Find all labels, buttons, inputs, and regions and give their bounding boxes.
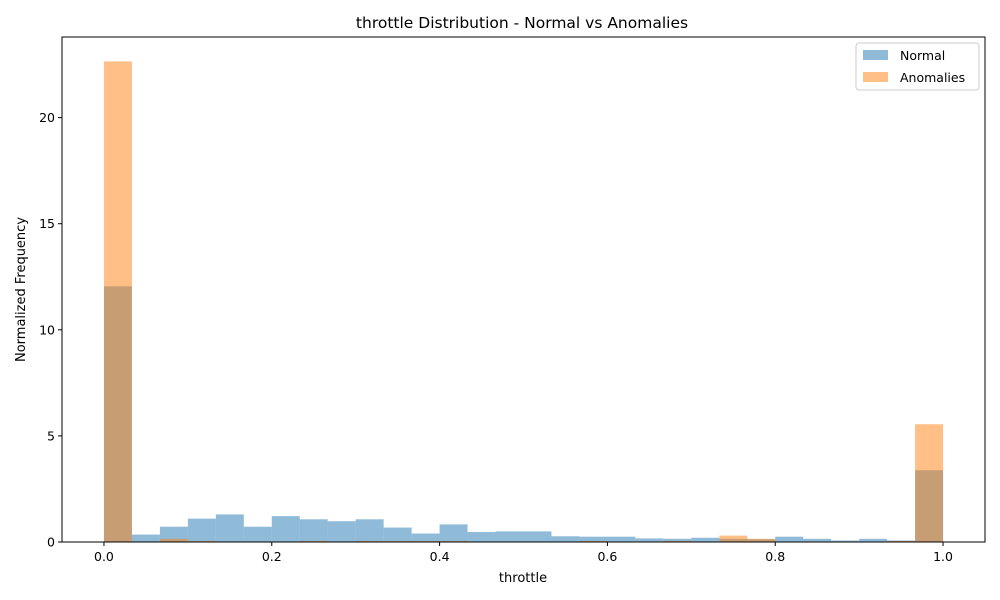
x-tick-label: 0.2	[262, 549, 282, 564]
x-axis-label: throttle	[499, 571, 547, 586]
normal-bar-24	[775, 536, 804, 542]
anomalies-bar-9	[355, 540, 384, 542]
normal-bar-19	[635, 538, 664, 542]
anomalies-bar-29	[915, 424, 944, 542]
y-axis-ticks: 0 5 10 15 20	[39, 110, 62, 550]
y-tick-label: 10	[39, 322, 55, 337]
anomalies-bar-17	[579, 540, 608, 542]
x-tick-label: 0.4	[430, 549, 450, 564]
legend-label-normal: Normal	[900, 48, 945, 63]
anomalies-bar-20	[663, 540, 692, 542]
legend: Normal Anomalies	[855, 42, 980, 91]
normal-bar-27	[859, 538, 888, 542]
anomalies-bar-22	[719, 535, 748, 542]
normal-bar-15	[523, 531, 552, 542]
normal-bar-18	[607, 536, 636, 542]
anomalies-bar-23	[747, 538, 776, 542]
y-tick-label: 15	[39, 216, 55, 231]
anomalies-bar-12	[439, 540, 468, 542]
x-tick-label: 0.8	[765, 549, 785, 564]
normal-bar-1	[131, 534, 160, 542]
normal-series-bars	[103, 286, 944, 542]
normal-bar-5	[243, 526, 272, 542]
normal-bar-17	[579, 536, 608, 542]
anomalies-bar-7	[299, 540, 328, 542]
anomalies-bar-11	[411, 540, 440, 542]
normal-bar-3	[187, 518, 216, 542]
normal-bar-11	[411, 533, 440, 542]
normal-bar-26	[831, 540, 860, 542]
y-axis-label: Normalized Frequency	[14, 217, 29, 362]
x-axis-ticks: 0.0 0.2 0.4 0.6 0.8 1.0	[94, 542, 953, 564]
anomalies-bar-10	[383, 540, 412, 542]
normal-bar-2	[159, 526, 188, 542]
legend-label-anomalies: Anomalies	[900, 70, 965, 85]
normal-bar-7	[299, 519, 328, 542]
normal-bar-9	[355, 519, 384, 542]
anomalies-bar-28	[887, 540, 916, 542]
normal-bar-10	[383, 527, 412, 542]
normal-bar-14	[495, 531, 524, 542]
normal-bar-12	[439, 524, 468, 542]
normal-bar-6	[271, 516, 300, 542]
y-tick-label: 20	[39, 110, 55, 125]
anomalies-series-bars	[103, 61, 944, 543]
x-tick-label: 0.0	[94, 549, 114, 564]
normal-bar-16	[551, 536, 580, 542]
anomalies-bar-3	[187, 540, 216, 542]
normal-bar-4	[215, 514, 244, 542]
x-tick-label: 0.6	[597, 549, 617, 564]
normal-bar-21	[691, 537, 720, 542]
legend-swatch-anomalies	[863, 72, 888, 82]
normal-bar-8	[327, 521, 356, 542]
plot-area-frame	[61, 36, 986, 543]
normal-bar-13	[467, 532, 496, 542]
y-tick-label: 5	[47, 428, 55, 443]
y-tick-label: 0	[47, 535, 55, 550]
anomalies-bar-2	[159, 538, 188, 542]
normal-bar-20	[663, 538, 692, 542]
anomalies-bar-0	[103, 61, 132, 543]
legend-swatch-normal	[863, 50, 888, 60]
chart-title: throttle Distribution - Normal vs Anomal…	[356, 14, 688, 32]
normal-bar-25	[803, 538, 832, 542]
x-tick-label: 1.0	[933, 549, 953, 564]
